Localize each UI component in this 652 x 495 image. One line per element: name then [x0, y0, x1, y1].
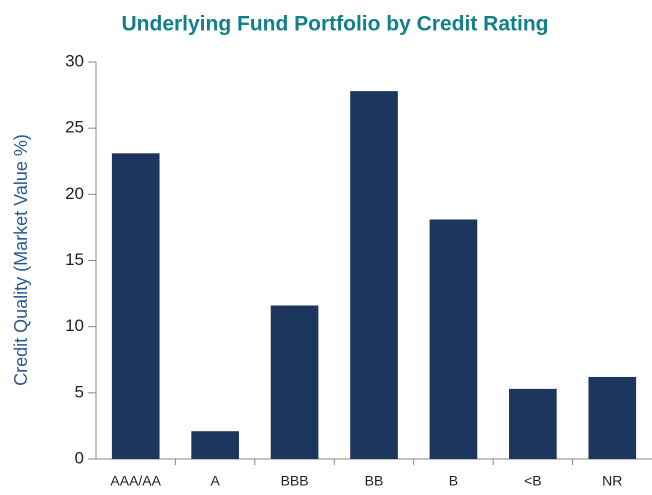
- bar: [588, 376, 637, 459]
- x-tick-label: BBB: [281, 473, 309, 489]
- bar: [111, 153, 160, 459]
- bar: [191, 431, 239, 459]
- x-tick-label: AAA/AA: [110, 473, 161, 489]
- bar: [270, 305, 319, 459]
- y-tick-label: 30: [65, 51, 84, 70]
- x-tick-label: BB: [365, 473, 384, 489]
- y-tick-label: 15: [65, 250, 84, 269]
- y-tick-label: 20: [65, 184, 84, 203]
- y-axis-label: Credit Quality (Market Value %): [11, 134, 31, 386]
- bar: [350, 91, 398, 459]
- y-tick-label: 0: [75, 448, 84, 467]
- bar: [429, 219, 478, 459]
- x-tick-label: A: [210, 473, 220, 489]
- x-tick-label: <B: [524, 473, 542, 489]
- chart-title: Underlying Fund Portfolio by Credit Rati…: [122, 13, 549, 36]
- x-tick-label: B: [449, 473, 458, 489]
- y-tick-label: 25: [65, 118, 84, 137]
- x-tick-label: NR: [602, 473, 622, 489]
- y-tick-label: 5: [75, 382, 84, 401]
- y-tick-label: 10: [65, 316, 84, 335]
- bar: [509, 388, 557, 459]
